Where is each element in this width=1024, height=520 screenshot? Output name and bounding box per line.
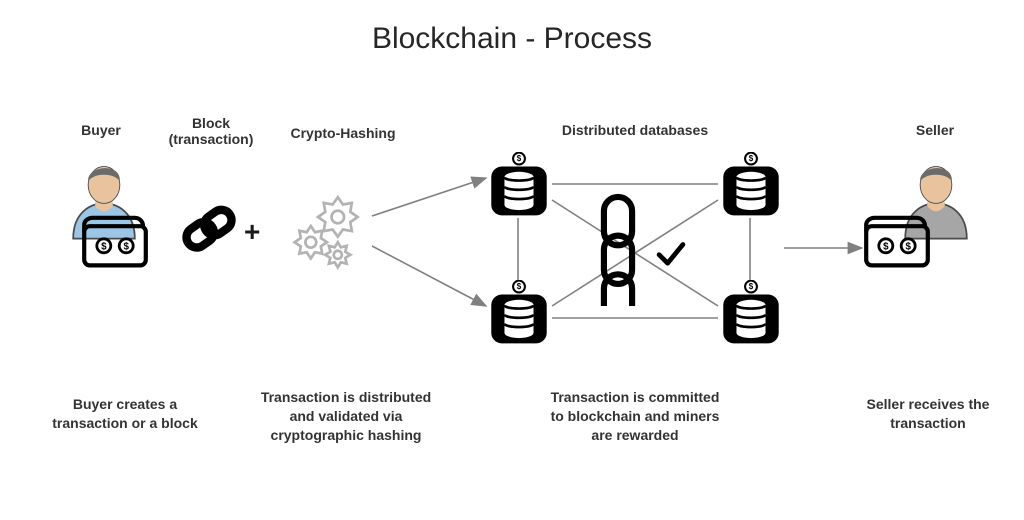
buyer-wallet-icon: $$ bbox=[80, 215, 150, 270]
svg-text:$: $ bbox=[883, 241, 889, 252]
database-icon-bl: $ bbox=[486, 280, 552, 346]
seller-wallet-icon: $$ bbox=[862, 215, 932, 270]
block-chain-icon bbox=[180, 198, 240, 258]
gears-icon bbox=[282, 190, 372, 280]
svg-text:$: $ bbox=[101, 241, 107, 252]
svg-text:$: $ bbox=[123, 241, 129, 252]
database-icon-tr: $ bbox=[718, 152, 784, 218]
svg-text:$: $ bbox=[905, 241, 911, 252]
database-icon-tl: $ bbox=[486, 152, 552, 218]
svg-text:$: $ bbox=[517, 282, 522, 291]
connector-0 bbox=[372, 178, 486, 216]
database-icon-br: $ bbox=[718, 280, 784, 346]
checkmark-icon bbox=[654, 236, 688, 270]
svg-text:$: $ bbox=[749, 154, 754, 163]
svg-text:$: $ bbox=[749, 282, 754, 291]
connector-1 bbox=[372, 246, 486, 306]
svg-text:$: $ bbox=[517, 154, 522, 163]
center-chain-icon bbox=[596, 190, 640, 306]
